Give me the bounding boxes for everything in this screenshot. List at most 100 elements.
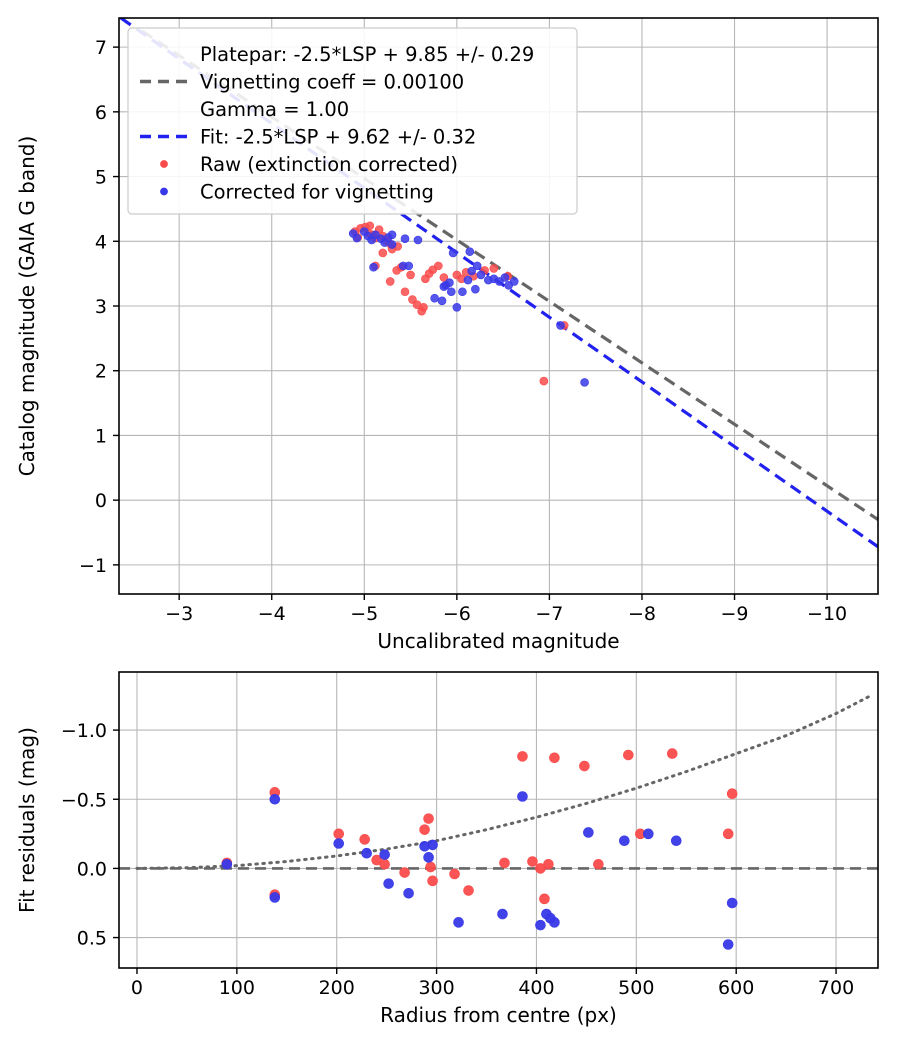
- data-point: [413, 235, 423, 245]
- data-point: [580, 378, 589, 387]
- data-point: [666, 748, 678, 759]
- series-corrected: [221, 791, 738, 950]
- data-point: [463, 885, 474, 896]
- data-point: [379, 849, 390, 860]
- axis-ticks: 0 100 200 300 400 500 600 700 0.5 0.0 −0.5 −1.0: [61, 720, 854, 999]
- x-tick-label: −7: [535, 603, 563, 625]
- data-point: [458, 287, 467, 297]
- data-point: [383, 878, 394, 889]
- data-point: [403, 888, 414, 899]
- data-point: [472, 261, 482, 271]
- scatter-layer: [348, 221, 589, 387]
- y-tick-label: 6: [95, 102, 107, 124]
- y-axis-label: Fit residuals (mag): [15, 727, 39, 913]
- x-tick-label: 600: [718, 977, 754, 999]
- data-point: [430, 293, 439, 303]
- data-point: [535, 919, 546, 931]
- legend-box: [127, 27, 578, 215]
- x-axis-label: Uncalibrated magnitude: [377, 629, 619, 653]
- legend-label: Vignetting coeff = 0.00100: [200, 71, 464, 94]
- data-point: [449, 868, 460, 880]
- x-tick-label: −6: [443, 603, 471, 625]
- legend-label: Raw (extinction corrected): [200, 153, 458, 176]
- data-point: [269, 892, 281, 903]
- data-point: [365, 221, 375, 231]
- data-point: [465, 247, 475, 256]
- data-point: [437, 296, 447, 306]
- data-point: [726, 788, 738, 800]
- data-point: [497, 908, 508, 920]
- x-tick-label: −10: [807, 603, 847, 625]
- fit-lines: [119, 694, 878, 870]
- data-point: [489, 264, 499, 273]
- y-tick-label: 5: [95, 167, 107, 189]
- legend-label: Corrected for vignetting: [200, 181, 434, 204]
- panel-fit-residuals: 0 100 200 300 400 500 600 700 0.5 0.0 −0.5 −1.0 Radi…: [15, 671, 879, 1027]
- gridlines: [119, 672, 878, 968]
- data-point: [423, 813, 434, 824]
- x-axis-label: Radius from centre (px): [380, 1003, 617, 1027]
- data-point: [419, 824, 430, 835]
- data-point: [517, 791, 528, 802]
- data-point: [434, 261, 443, 271]
- y-axis-label: Catalog magnitude (GAIA G band): [15, 136, 39, 477]
- x-tick-label: 0: [131, 977, 143, 999]
- data-point: [623, 749, 634, 761]
- data-point: [726, 897, 738, 909]
- x-tick-label: −3: [165, 603, 193, 625]
- x-tick-label: −5: [350, 603, 378, 625]
- data-point: [359, 834, 370, 845]
- data-point: [539, 376, 549, 386]
- data-point: [419, 302, 428, 312]
- data-point: [452, 302, 462, 312]
- data-point: [476, 270, 486, 280]
- data-point: [423, 852, 434, 863]
- data-point: [499, 857, 510, 869]
- x-tick-label: 300: [418, 977, 454, 999]
- data-point: [385, 277, 395, 286]
- data-point: [471, 284, 480, 294]
- x-tick-label: 200: [319, 977, 355, 999]
- y-tick-label: 2: [95, 361, 107, 383]
- data-point: [427, 839, 438, 851]
- data-point: [642, 828, 654, 840]
- data-point: [269, 793, 281, 805]
- legend-label: Fit: -2.5*LSP + 9.62 +/- 0.32: [200, 126, 476, 149]
- y-tick-label: −1: [79, 555, 107, 577]
- legend-dot-icon: [160, 160, 168, 168]
- data-point: [378, 248, 388, 258]
- x-tick-label: −9: [721, 603, 749, 625]
- x-tick-label: −4: [258, 603, 286, 625]
- data-point: [379, 858, 390, 870]
- x-tick-label: −8: [628, 603, 656, 625]
- legend-label: Gamma = 1.00: [200, 98, 349, 121]
- data-point: [539, 893, 550, 905]
- data-point: [549, 752, 560, 764]
- data-point: [463, 275, 473, 285]
- x-tick-label: 100: [219, 977, 255, 999]
- data-point: [333, 828, 345, 840]
- data-point: [221, 858, 233, 870]
- data-point: [448, 248, 458, 258]
- scatter-layer: [221, 748, 738, 950]
- data-point: [387, 230, 397, 240]
- data-point: [404, 261, 414, 271]
- data-point: [583, 827, 594, 838]
- x-tick-label: 500: [618, 977, 654, 999]
- data-point: [369, 262, 378, 272]
- x-tick-label: 400: [518, 977, 554, 999]
- plot-background: [119, 672, 878, 968]
- y-tick-label: 0: [95, 490, 107, 512]
- data-point: [387, 240, 397, 249]
- data-point: [400, 287, 410, 297]
- y-tick-label: 4: [95, 231, 107, 253]
- data-point: [549, 917, 560, 928]
- data-point: [556, 321, 565, 330]
- data-point: [670, 835, 682, 847]
- data-point: [445, 278, 454, 288]
- y-tick-label: 0.0: [77, 858, 107, 880]
- y-tick-label: 0.5: [77, 928, 107, 950]
- data-point: [399, 867, 410, 878]
- data-point: [467, 266, 476, 276]
